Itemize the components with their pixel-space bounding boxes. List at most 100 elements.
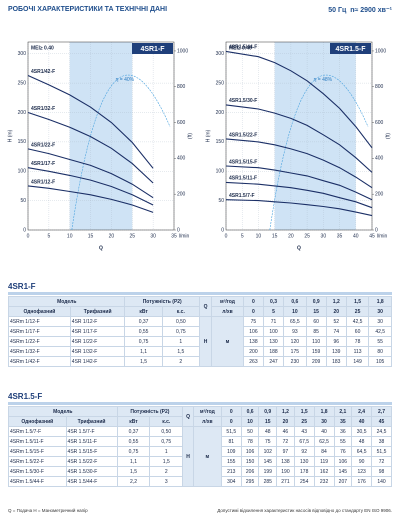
table-cell: 46 <box>276 426 295 437</box>
table-cell: 80 <box>368 346 392 357</box>
table-cell: 199 <box>258 466 278 477</box>
y2-axis-label: (ft) <box>187 133 193 139</box>
table-cell: 254 <box>293 476 315 487</box>
pump-curve <box>27 185 154 213</box>
x-axis-label: Q <box>297 245 301 251</box>
table-cell: м <box>192 426 222 487</box>
pump-curve <box>225 165 373 201</box>
table-cell: 30 <box>368 306 392 317</box>
table-cell: 90 <box>351 456 373 467</box>
table-cell: 76 <box>333 446 353 457</box>
table-cell: 42,5 <box>368 326 392 337</box>
speed-info: 50 Гц n≈ 2900 хв⁻¹ <box>328 6 392 14</box>
table-cell: 149 <box>345 356 370 367</box>
table-cell: 75 <box>242 316 264 327</box>
table-cell: 4SR 1.5/44-F <box>65 476 118 487</box>
x-tick-label: 35 <box>171 233 177 239</box>
table-cell: 4SR 1.5/15-F <box>65 446 118 457</box>
table-cell: м³/год <box>192 406 222 417</box>
table-cell: 40 <box>351 416 373 427</box>
table-cell: 30,5 <box>351 426 373 437</box>
table-cell: 0 <box>242 306 264 317</box>
table-cell: 0 <box>220 416 242 427</box>
table-cell: 0 <box>242 296 264 307</box>
chart-title: 4SR1-F <box>140 46 165 53</box>
table-cell: 24,5 <box>371 426 392 437</box>
curve-label: 4SR1/42-F <box>31 69 55 75</box>
table-cell: 1,5 <box>124 356 163 367</box>
table-cell: 159 <box>305 346 327 357</box>
y-tick-label: 100 <box>216 169 225 175</box>
table-cell: 3 <box>149 476 184 487</box>
table-cell: 138 <box>242 336 264 347</box>
table-cell: 20 <box>325 306 347 317</box>
table-cell: 183 <box>325 356 347 367</box>
table-cell: 4SRm 1.5/22-F <box>8 456 67 467</box>
table-cell: 0,9 <box>305 296 327 307</box>
table-cell: 113 <box>345 346 370 357</box>
y-axis-label: H (m) <box>7 129 13 142</box>
table-cell: 4SRm 1/32-F <box>8 346 71 357</box>
table-cell: 30 <box>313 416 335 427</box>
curve-label: 4SR1.5/30-F <box>229 98 257 104</box>
table-cell: 0,3 <box>262 296 285 307</box>
table-cell: к.с. <box>161 306 200 317</box>
table-cell: 4SRm 1.5/30-F <box>8 466 67 477</box>
pump-curve <box>225 138 373 189</box>
table-cell: Однофазний <box>8 416 67 427</box>
y2-tick-label: 0 <box>375 227 378 233</box>
table-cell: 4SRm 1/22-F <box>8 336 71 347</box>
table-cell: 4SR 1.5/7-F <box>65 426 118 437</box>
table-cell: Модель <box>7 296 126 307</box>
x-tick-label: 45 <box>369 233 375 239</box>
title: РОБОЧІ ХАРАКТЕРИСТИКИ ТА ТЕХНІЧНІ ДАНІ <box>8 6 168 13</box>
table-cell: 162 <box>313 466 335 477</box>
x-unit: l/min <box>377 233 388 239</box>
x-tick-label: 5 <box>241 233 244 239</box>
table-cell: 15 <box>258 416 278 427</box>
table-cell: Однофазний <box>8 306 71 317</box>
table-cell: Q <box>182 406 194 427</box>
table-cell: 92 <box>293 446 315 457</box>
table-cell: 1,1 <box>124 346 163 357</box>
curve-label: 4SR1/17-F <box>31 161 55 167</box>
table-cell: 35 <box>333 416 353 427</box>
table-cell: 0,50 <box>149 426 184 437</box>
table-cell: 51,5 <box>220 426 242 437</box>
table-cell: 2,7 <box>371 406 392 417</box>
table-cell: 0,75 <box>116 446 151 457</box>
table-cell: Потужність (P2) <box>124 296 200 307</box>
pump-curve <box>27 111 154 184</box>
x-tick-label: 5 <box>47 233 50 239</box>
y-tick-label: 0 <box>23 227 26 233</box>
y-tick-label: 300 <box>18 51 27 57</box>
table-cell: 48 <box>258 426 278 437</box>
x-tick-label: 10 <box>67 233 73 239</box>
table-cell: л/хв <box>192 416 222 427</box>
table-cell: 140 <box>371 476 392 487</box>
table-cell: 4SR 1/22-F <box>69 336 126 347</box>
pump-curve <box>225 181 373 209</box>
table-row: 4SRm 1/22-F 4SR 1/22-F 0,75 1 138 130 120 110 96… <box>8 336 392 347</box>
y-tick-label: 150 <box>18 139 27 145</box>
table-cell: 1,8 <box>313 406 335 417</box>
table-cell: 2,4 <box>351 406 373 417</box>
table-cell: 1,5 <box>293 406 315 417</box>
table-cell: 213 <box>220 466 242 477</box>
header: РОБОЧІ ХАРАКТЕРИСТИКИ ТА ТЕХНІЧНІ ДАНІ 5… <box>8 6 392 20</box>
efficiency-curve <box>71 74 171 231</box>
table-cell: 206 <box>240 466 260 477</box>
y-tick-label: 150 <box>216 139 225 145</box>
table-cell: 209 <box>305 356 327 367</box>
table-cell: 207 <box>333 476 353 487</box>
table-cell: м <box>211 316 244 367</box>
curve-label: 4SR1.5/22-F <box>229 132 257 138</box>
table-cell: 102 <box>258 446 278 457</box>
table-cell: 130 <box>293 456 315 467</box>
table-cell: 175 <box>283 346 307 357</box>
table-cell: 78 <box>345 336 370 347</box>
table-cell: 25 <box>293 416 315 427</box>
y2-tick-label: 400 <box>375 156 384 162</box>
